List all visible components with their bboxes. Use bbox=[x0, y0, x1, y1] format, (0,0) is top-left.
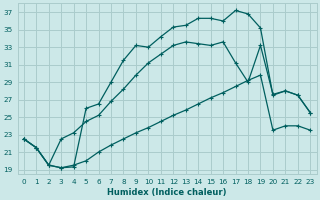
X-axis label: Humidex (Indice chaleur): Humidex (Indice chaleur) bbox=[107, 188, 227, 197]
